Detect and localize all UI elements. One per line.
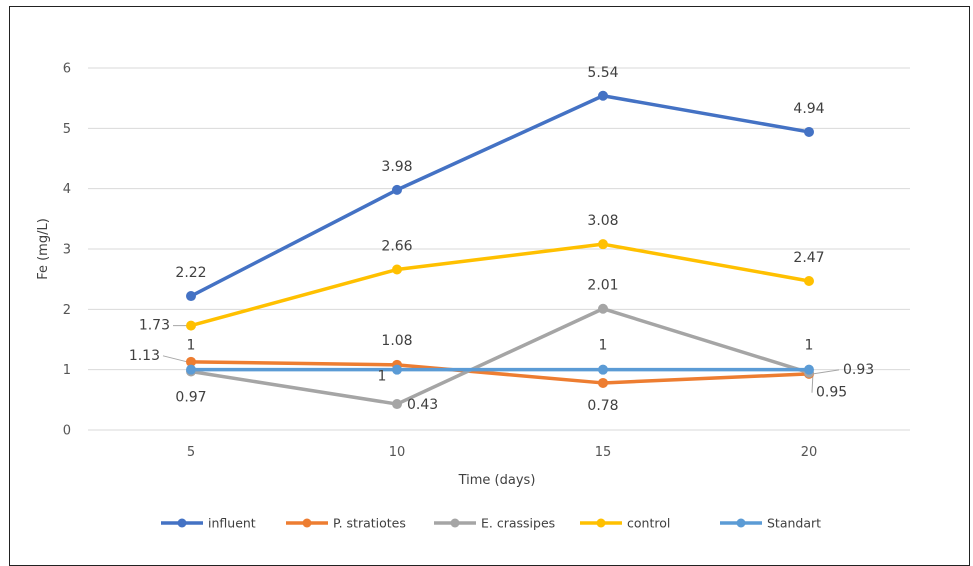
marker-1-2 bbox=[598, 377, 608, 388]
data-label-4-1: 1 bbox=[378, 369, 387, 385]
data-label-2-2: 2.01 bbox=[587, 278, 618, 294]
leader-line-1-0 bbox=[162, 355, 188, 363]
data-label-1-0: 1.13 bbox=[129, 348, 160, 364]
marker-0-1 bbox=[392, 184, 402, 195]
data-label-4-0: 1 bbox=[187, 338, 196, 354]
marker-0-0 bbox=[186, 291, 196, 302]
y-tick-label-4: 4 bbox=[63, 182, 71, 197]
legend-label-3: control bbox=[627, 516, 670, 531]
y-tick-label-1: 1 bbox=[63, 363, 71, 378]
marker-3-2 bbox=[598, 239, 608, 250]
series-lines bbox=[189, 94, 811, 406]
x-tick-labels: 5 10 15 20 bbox=[187, 445, 817, 460]
x-axis-title: Time (days) bbox=[458, 473, 536, 488]
data-label-3-0: 1.73 bbox=[139, 318, 170, 334]
y-tick-label-0: 0 bbox=[63, 424, 71, 439]
data-label-1-2: 0.78 bbox=[587, 398, 618, 414]
data-label-0-1: 3.98 bbox=[381, 159, 412, 175]
y-tick-label-2: 2 bbox=[63, 303, 71, 318]
series-markers bbox=[186, 90, 814, 410]
x-tick-label-15: 15 bbox=[595, 445, 612, 460]
legend: influent P. stratiotes E. crassipes control… bbox=[161, 516, 821, 531]
data-label-1-1: 1.08 bbox=[381, 333, 412, 349]
legend-marker-1 bbox=[302, 518, 312, 528]
data-label-0-3: 4.94 bbox=[793, 101, 824, 117]
marker-4-0 bbox=[186, 364, 196, 375]
y-tick-labels: 0 1 2 3 4 5 6 bbox=[63, 62, 71, 439]
leader-lines bbox=[162, 325, 840, 393]
marker-2-1 bbox=[392, 399, 402, 410]
marker-3-1 bbox=[392, 264, 402, 275]
line-chart: 0 1 2 3 4 5 6 5 10 15 20 2.22 3.98 5.54 4.94 1.13 1.08… bbox=[36, 62, 910, 531]
data-label-3-1: 2.66 bbox=[381, 239, 412, 255]
legend-label-1: P. stratiotes bbox=[333, 516, 406, 531]
x-tick-label-5: 5 bbox=[187, 445, 195, 460]
data-label-2-1: 0.43 bbox=[407, 397, 438, 413]
series-line-0 bbox=[189, 94, 811, 298]
y-tick-label-6: 6 bbox=[63, 62, 71, 77]
marker-4-3 bbox=[804, 364, 814, 375]
data-label-3-3: 2.47 bbox=[793, 250, 824, 266]
data-label-0-0: 2.22 bbox=[175, 265, 206, 281]
series-line-3 bbox=[189, 242, 811, 328]
marker-3-3 bbox=[804, 275, 814, 286]
series-line-1 bbox=[189, 360, 811, 385]
marker-0-2 bbox=[598, 90, 608, 101]
legend-marker-3 bbox=[596, 518, 606, 528]
legend-label-4: Standart bbox=[767, 516, 821, 531]
y-tick-label-3: 3 bbox=[63, 243, 71, 258]
marker-4-1 bbox=[392, 364, 402, 375]
data-label-0-2: 5.54 bbox=[587, 65, 618, 81]
marker-4-2 bbox=[598, 364, 608, 375]
y-tick-label-5: 5 bbox=[63, 122, 71, 137]
data-label-4-3: 1 bbox=[805, 338, 814, 354]
data-label-3-2: 3.08 bbox=[587, 213, 618, 229]
marker-3-0 bbox=[186, 320, 196, 331]
marker-2-2 bbox=[598, 303, 608, 314]
data-label-2-3: 0.95 bbox=[816, 385, 847, 401]
legend-marker-4 bbox=[736, 518, 746, 528]
x-tick-label-10: 10 bbox=[389, 445, 406, 460]
legend-marker-2 bbox=[450, 518, 460, 528]
data-labels: 2.22 3.98 5.54 4.94 1.13 1.08 0.78 0.93 0.97 0.43… bbox=[129, 65, 874, 414]
marker-0-3 bbox=[804, 126, 814, 137]
data-label-2-0: 0.97 bbox=[175, 389, 206, 405]
leader-line-1-3 bbox=[812, 369, 840, 375]
x-tick-label-20: 20 bbox=[801, 445, 818, 460]
series-line-2 bbox=[189, 306, 811, 406]
data-label-1-3: 0.93 bbox=[843, 362, 874, 378]
y-axis-title: Fe (mg/L) bbox=[36, 218, 51, 280]
legend-marker-0 bbox=[177, 518, 187, 528]
legend-label-0: influent bbox=[208, 516, 256, 531]
legend-label-2: E. crassipes bbox=[481, 516, 555, 531]
data-label-4-2: 1 bbox=[599, 338, 608, 354]
